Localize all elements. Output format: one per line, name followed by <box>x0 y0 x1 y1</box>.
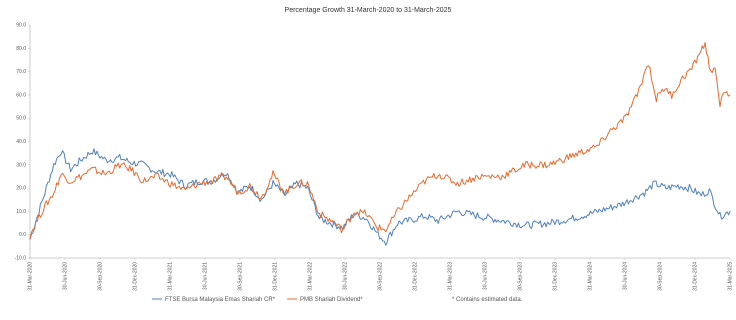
y-axis: -10.0 0.0 10.0 20.0 30.0 40.0 50.0 60.0 70.0 80.0… <box>15 23 31 262</box>
x-tick-label: 30-Sep-2021 <box>238 262 244 291</box>
y-tick-label: 90.0 <box>16 23 26 29</box>
y-tick-label: 30.0 <box>16 162 26 168</box>
x-tick-label: 30-Jun-2022 <box>343 262 349 290</box>
x-tick-label: 30-Sep-2020 <box>98 262 104 291</box>
x-tick-label: 31-Dec-2024 <box>693 262 699 291</box>
x-tick-label: 30-Sep-2024 <box>658 262 664 291</box>
x-tick-label: 31-Dec-2021 <box>273 262 279 291</box>
chart-title: Percentage Growth 31-March-2020 to 31-Ma… <box>285 7 452 14</box>
series-line-ftse <box>29 148 731 246</box>
x-tick-label: 30-Jun-2023 <box>483 262 489 290</box>
y-tick-label: 0.0 <box>19 232 26 238</box>
x-tick-label: 31-Mar-2022 <box>308 262 314 291</box>
legend-label-ftse: FTSE Bursa Malaysia Emas Shariah CR* <box>165 297 276 303</box>
x-tick-label: 31-Mar-2021 <box>168 262 174 291</box>
x-tick-label: 31-Mar-2025 <box>728 262 734 291</box>
x-tick-label: 31-Dec-2023 <box>553 262 559 291</box>
x-tick-label: 31-Dec-2020 <box>133 262 139 291</box>
x-axis: 31-Mar-2020 30-Jun-2020 30-Sep-2020 31-Dec-… <box>28 257 734 291</box>
y-tick-label: 60.0 <box>16 92 26 98</box>
x-tick-label: 30-Jun-2024 <box>623 262 629 290</box>
y-tick-label: 10.0 <box>16 209 26 215</box>
x-tick-label: 30-Sep-2023 <box>518 262 524 291</box>
y-tick-label: -10.0 <box>15 256 27 262</box>
y-tick-label: 80.0 <box>16 46 26 52</box>
x-tick-label: 31-Mar-2024 <box>588 262 594 291</box>
legend-label-pmb: PMB Shariah Dividend* <box>300 297 363 303</box>
legend: FTSE Bursa Malaysia Emas Shariah CR* PMB… <box>152 297 523 303</box>
y-tick-label: 70.0 <box>16 69 26 75</box>
series-line-pmb <box>29 42 731 239</box>
footnote-estimated: * Contains estimated data. <box>452 297 523 303</box>
x-tick-label: 31-Mar-2020 <box>28 262 34 291</box>
series-layer <box>29 42 731 246</box>
y-tick-label: 20.0 <box>16 186 26 192</box>
x-tick-label: 31-Mar-2023 <box>448 262 454 291</box>
y-tick-label: 50.0 <box>16 116 26 122</box>
y-tick-label: 40.0 <box>16 139 26 145</box>
x-tick-label: 31-Dec-2022 <box>413 262 419 291</box>
x-tick-label: 30-Sep-2022 <box>378 262 384 291</box>
x-tick-label: 30-Jun-2020 <box>63 262 69 290</box>
x-tick-label: 30-Jun-2021 <box>203 262 209 290</box>
